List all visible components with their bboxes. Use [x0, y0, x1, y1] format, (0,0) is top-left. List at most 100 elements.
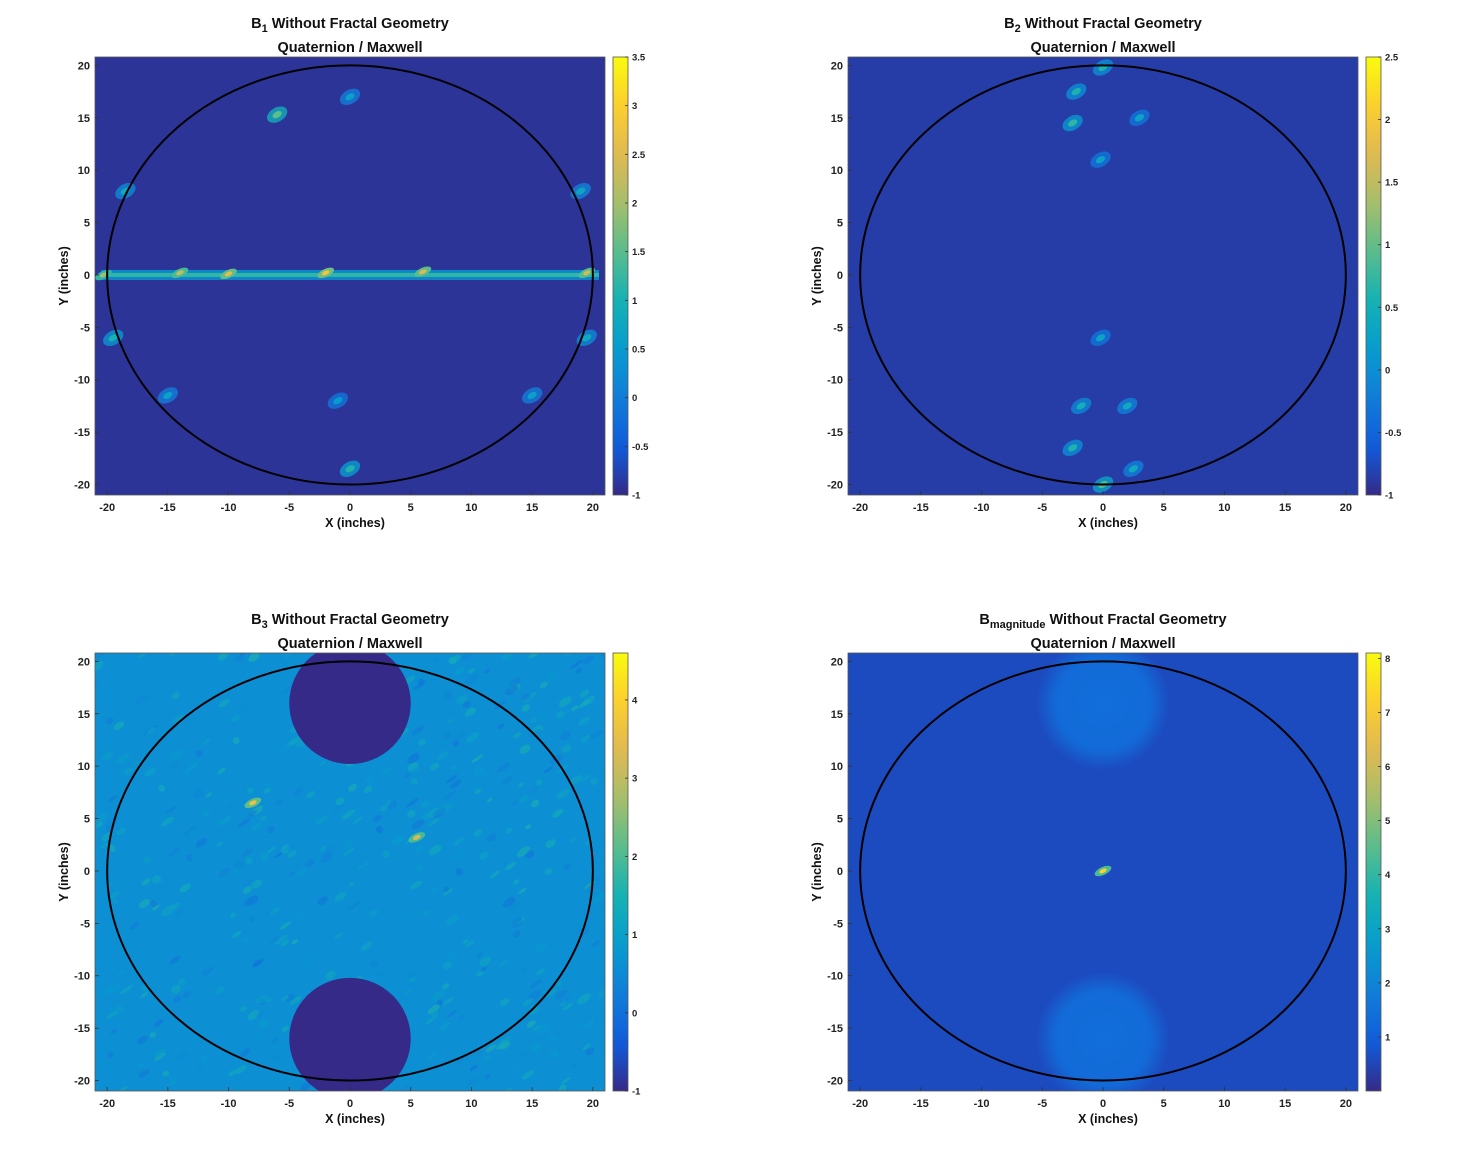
speckle-mark: [452, 836, 466, 846]
speckle-mark: [528, 785, 538, 795]
speckle-mark: [245, 856, 253, 865]
speckle-mark: [387, 980, 398, 990]
speckle-mark: [454, 666, 465, 676]
speckle-mark: [175, 909, 184, 916]
speckle-mark: [221, 777, 234, 788]
x-tick-label: 15: [1279, 502, 1291, 514]
speckle-mark: [592, 892, 605, 904]
speckle-mark: [410, 740, 421, 749]
speckle-mark: [458, 1085, 471, 1091]
y-tick-label: 5: [84, 814, 90, 826]
speckle-mark: [274, 934, 288, 945]
speckle-mark: [453, 731, 467, 742]
speckle-mark: [112, 898, 118, 905]
boundary-circle: [859, 64, 1347, 486]
speckle-mark: [549, 670, 560, 679]
speckle-mark: [160, 905, 175, 917]
speckle-mark: [476, 970, 484, 977]
colorbar-tick-label: 7: [1385, 708, 1390, 719]
speckle-mark: [178, 978, 186, 986]
speckle-mark: [112, 1005, 124, 1015]
speckle-mark: [186, 854, 193, 862]
x-tick-label: 15: [526, 502, 538, 514]
speckle-mark: [95, 812, 107, 822]
speckle-mark: [529, 1006, 541, 1015]
speckle-mark: [407, 753, 420, 764]
speckle-mark: [348, 882, 355, 887]
speckle-mark: [520, 967, 527, 973]
speckle-mark: [281, 1026, 289, 1033]
speckle-mark: [410, 880, 422, 890]
x-tick-label: -5: [1037, 1098, 1047, 1110]
x-tick-label: 0: [347, 502, 353, 514]
x-tick-label: 5: [1161, 1098, 1167, 1110]
speckle-mark: [271, 1038, 279, 1044]
speckle-mark: [450, 779, 462, 789]
speckle-mark: [480, 945, 494, 957]
y-tick-label: 5: [837, 218, 843, 230]
speckle-mark: [218, 815, 232, 826]
speckle-mark: [231, 930, 242, 939]
speckle-mark: [538, 711, 548, 720]
speckle-mark: [320, 845, 327, 851]
speckle-mark: [95, 1085, 101, 1091]
peak-mark: [99, 272, 108, 278]
speckle-mark: [364, 775, 373, 784]
speckle-mark: [519, 744, 531, 755]
speckle-mark: [556, 788, 570, 800]
speckle-mark: [167, 847, 181, 858]
speckle-mark: [369, 909, 379, 917]
speckle-mark: [373, 814, 382, 822]
speckle-mark: [584, 1019, 596, 1028]
speckle-mark: [342, 847, 355, 857]
speckle-mark: [218, 698, 230, 708]
x-tick-label: -10: [974, 1098, 990, 1110]
speckle-mark: [370, 959, 379, 968]
colorbar-tick-label: 3: [632, 774, 637, 785]
x-tick-label: -5: [284, 502, 294, 514]
speckle-mark: [116, 827, 126, 836]
speckle-mark: [289, 996, 302, 1006]
speckle-mark: [134, 1067, 142, 1075]
y-tick-label: -15: [827, 427, 843, 439]
panel-subtitle: Quaternion / Maxwell: [277, 636, 422, 652]
speckle-mark: [511, 800, 518, 806]
speckle-mark: [235, 654, 245, 663]
speckle-mark: [518, 1049, 529, 1058]
speckle-mark: [471, 754, 484, 763]
speckle-mark: [239, 1005, 247, 1013]
speckle-mark: [215, 985, 226, 994]
feature-blob-core: [1122, 402, 1132, 410]
speckle-mark: [138, 653, 149, 659]
speckle-mark: [440, 1022, 451, 1030]
speckle-mark: [182, 990, 191, 999]
speckle-mark: [509, 677, 522, 687]
speckle-mark: [518, 887, 527, 895]
speckle-mark: [348, 783, 358, 792]
y-tick-label: 10: [831, 165, 843, 177]
speckle-mark: [516, 846, 531, 858]
heatmap-area: [95, 57, 605, 495]
colorbar-tick-label: 4: [1385, 870, 1391, 881]
speckle-mark: [238, 818, 251, 828]
speckle-mark: [534, 942, 548, 953]
x-tick-label: 15: [1279, 1098, 1291, 1110]
speckle-mark: [258, 1019, 269, 1028]
speckle-mark: [151, 875, 161, 884]
speckle-mark: [295, 913, 303, 922]
speckle-mark: [161, 1036, 167, 1043]
speckle-mark: [469, 1064, 479, 1071]
feature-blob-core: [582, 334, 592, 342]
speckle-mark: [196, 1062, 204, 1071]
speckle-mark: [301, 959, 309, 967]
colorbar-tick-label: 0.5: [1385, 303, 1399, 314]
colorbar-tick-label: 1: [1385, 240, 1391, 251]
speckle-mark: [467, 1077, 479, 1087]
speckle-mark: [260, 853, 269, 861]
speckle-mark: [536, 968, 546, 976]
speckle-mark: [571, 1062, 578, 1068]
heatmap-area: [848, 653, 1358, 1091]
colorbar-tick-label: 5: [1385, 816, 1391, 827]
speckle-mark: [563, 863, 571, 871]
